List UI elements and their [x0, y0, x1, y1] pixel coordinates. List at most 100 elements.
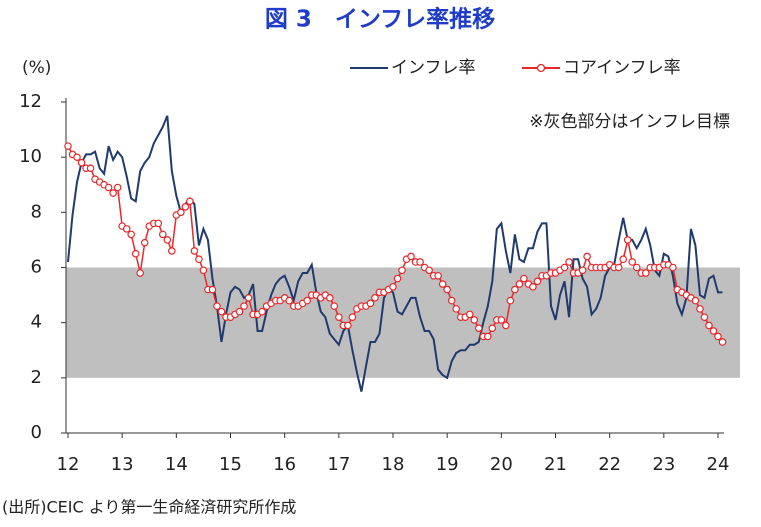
x-tick-label: 18	[382, 454, 405, 475]
x-tick-label: 22	[598, 454, 621, 475]
series-marker	[497, 316, 506, 324]
series-marker	[393, 274, 402, 283]
series-marker	[628, 258, 637, 266]
series-marker	[104, 183, 113, 192]
series-marker	[578, 266, 587, 275]
series-marker	[168, 247, 176, 255]
series-marker	[186, 197, 194, 206]
x-tick-label: 21	[544, 454, 567, 475]
series-marker	[163, 236, 172, 244]
series-marker	[407, 252, 415, 261]
series-marker	[131, 249, 140, 258]
series-marker	[447, 296, 456, 305]
series-marker	[303, 296, 312, 305]
series-marker	[158, 230, 167, 239]
series-marker	[669, 263, 677, 272]
series-marker	[140, 238, 149, 247]
series-marker	[244, 294, 253, 302]
series-marker	[623, 236, 632, 244]
x-tick-label: 15	[219, 454, 242, 475]
series-marker	[565, 258, 573, 266]
series-marker	[86, 164, 95, 173]
series-marker	[235, 307, 244, 316]
source: (出所)CEIC より第一生命経済研究所作成	[2, 498, 296, 517]
series-marker	[326, 294, 334, 302]
series-marker	[529, 283, 537, 291]
series-marker	[366, 299, 375, 308]
chart-title: 図 3 インフレ率推移	[265, 6, 495, 33]
series-marker	[208, 285, 217, 294]
legend-marker	[536, 63, 546, 73]
series-marker	[64, 142, 72, 150]
series-marker	[77, 158, 86, 167]
x-tick-label: 17	[327, 454, 350, 475]
series-marker	[511, 285, 519, 294]
x-tick-label: 23	[652, 454, 675, 475]
legend-label: インフレ率	[391, 58, 476, 78]
target-band	[66, 267, 740, 378]
series-marker	[443, 285, 451, 294]
series-marker	[371, 294, 379, 302]
series-marker	[335, 313, 343, 321]
series-marker	[389, 283, 397, 291]
series-marker	[258, 307, 266, 316]
y-tick-label: 8	[31, 201, 42, 222]
legend-label: コアインフレ率	[563, 58, 681, 78]
series-marker	[641, 269, 650, 277]
series-marker	[465, 310, 474, 319]
y-tick-label: 10	[19, 146, 42, 167]
series-marker	[520, 274, 528, 283]
series-marker	[438, 280, 447, 288]
series-marker	[502, 321, 510, 330]
series-marker	[344, 321, 352, 330]
series-marker	[619, 255, 628, 264]
series-marker	[195, 255, 203, 264]
series-marker	[113, 183, 122, 192]
series-marker	[127, 230, 135, 239]
series-marker	[560, 263, 569, 272]
series-marker	[199, 266, 208, 275]
series-marker	[177, 208, 185, 217]
x-tick-label: 20	[490, 454, 513, 475]
x-tick-label: 24	[707, 454, 730, 475]
series-marker	[109, 189, 117, 197]
series-marker	[696, 305, 704, 313]
series-marker	[533, 277, 542, 286]
series-marker	[285, 296, 293, 305]
series-marker	[714, 332, 722, 341]
series-marker	[488, 324, 497, 332]
series-marker	[705, 321, 713, 330]
series-marker	[181, 203, 190, 211]
series-marker	[416, 258, 424, 266]
series-marker	[122, 225, 131, 233]
x-tick-label: 19	[436, 454, 459, 475]
series-marker	[330, 302, 339, 310]
series-marker	[240, 302, 248, 310]
series-marker	[425, 266, 433, 275]
series-marker	[470, 316, 479, 324]
x-tick-label: 13	[111, 454, 134, 475]
series-marker	[691, 296, 700, 305]
series-marker	[213, 302, 221, 310]
y-unit: (%)	[22, 58, 51, 78]
y-tick-label: 6	[31, 257, 42, 278]
series-marker	[718, 338, 727, 346]
series-marker	[700, 313, 709, 321]
series-marker	[190, 247, 199, 255]
annotation: ※灰色部分はインフレ目標	[529, 112, 730, 132]
series-marker	[483, 332, 492, 341]
x-tick-label: 16	[273, 454, 296, 475]
x-tick-label: 14	[165, 454, 188, 475]
series-marker	[154, 219, 163, 228]
y-tick-label: 4	[31, 312, 42, 333]
series-marker	[632, 263, 641, 272]
y-tick-label: 0	[31, 422, 42, 443]
series-marker	[474, 324, 483, 332]
series-marker	[434, 271, 442, 280]
series-marker	[217, 307, 226, 316]
series-marker	[614, 263, 623, 272]
series-marker	[73, 153, 81, 161]
y-tick-label: 12	[19, 91, 42, 112]
series-marker	[398, 266, 406, 275]
